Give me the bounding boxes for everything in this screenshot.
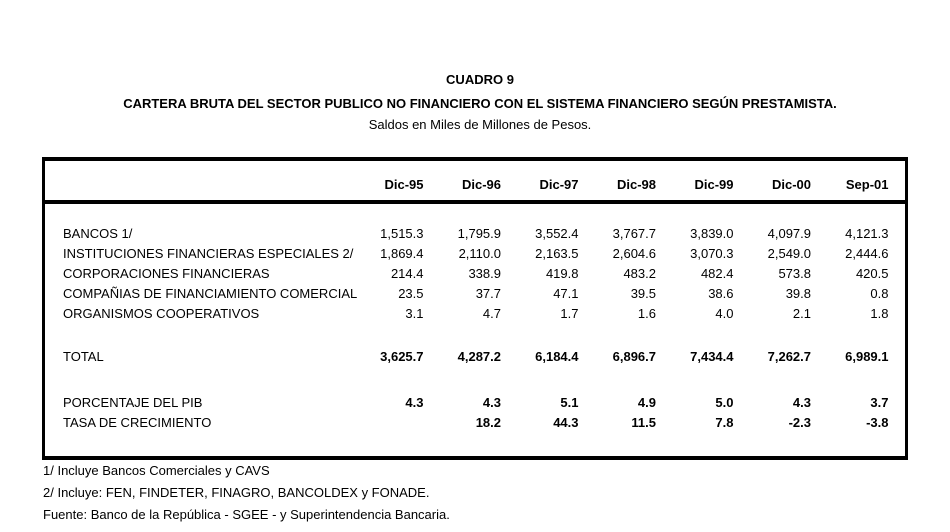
column-header: Sep-01 bbox=[845, 177, 889, 192]
cell-value: -2.3 bbox=[788, 415, 811, 430]
cell-value: 6,989.1 bbox=[845, 349, 889, 364]
cell-value: 0.8 bbox=[870, 286, 889, 301]
cell-value: 1,515.3 bbox=[380, 226, 424, 241]
cell-value: 2,444.6 bbox=[845, 246, 889, 261]
cell-value: 4,121.3 bbox=[845, 226, 889, 241]
cell-value: 214.4 bbox=[390, 266, 424, 281]
cell-value: 1.8 bbox=[870, 306, 889, 321]
row-label: COMPAÑIAS DE FINANCIAMIENTO COMERCIAL bbox=[63, 286, 358, 301]
cell-value: 47.1 bbox=[553, 286, 579, 301]
table-row: INSTITUCIONES FINANCIERAS ESPECIALES 2/1… bbox=[45, 244, 905, 264]
cell-value: 4.3 bbox=[792, 395, 811, 410]
cell-value: 6,184.4 bbox=[535, 349, 579, 364]
column-header: Dic-96 bbox=[461, 177, 501, 192]
column-header: Dic-99 bbox=[694, 177, 734, 192]
cell-value: 18.2 bbox=[475, 415, 501, 430]
table-row: TASA DE CRECIMIENTO 18.2 44.3 11.5 7.8 -2.3 -3… bbox=[45, 413, 905, 433]
cell-value: 5.0 bbox=[715, 395, 734, 410]
cell-value: 2.1 bbox=[792, 306, 811, 321]
column-header: Dic-97 bbox=[539, 177, 579, 192]
page-subtitle: Saldos en Miles de Millones de Pesos. bbox=[368, 117, 592, 132]
cell-value: 39.5 bbox=[630, 286, 656, 301]
cell-value: 1.7 bbox=[560, 306, 579, 321]
column-header: Dic-95 bbox=[384, 177, 424, 192]
cell-value: -3.8 bbox=[866, 415, 889, 430]
cell-value: 7,262.7 bbox=[767, 349, 811, 364]
cell-value: 3,625.7 bbox=[380, 349, 424, 364]
page-title: CARTERA BRUTA DEL SECTOR PUBLICO NO FINA… bbox=[123, 96, 837, 111]
cell-value: 3,070.3 bbox=[690, 246, 734, 261]
cell-value: 5.1 bbox=[560, 395, 579, 410]
row-label: TOTAL bbox=[63, 349, 104, 364]
footnote: 1/ Incluye Bancos Comerciales y CAVS bbox=[43, 463, 270, 478]
cell-value: 419.8 bbox=[545, 266, 579, 281]
table-section: PORCENTAJE DEL PIB 4.3 4.3 5.1 4.9 5.0 4.3 3.7 T… bbox=[45, 393, 905, 433]
table-header-row: Dic-95 Dic-96 Dic-97 Dic-98 Dic-99 Dic-00 Sep-… bbox=[45, 161, 905, 204]
table-row: BANCOS 1/1,515.3 1,795.9 3,552.4 3,767.7 3,8… bbox=[45, 224, 905, 244]
cell-value: 4.3 bbox=[405, 395, 424, 410]
footnote: Fuente: Banco de la República - SGEE - y… bbox=[43, 507, 450, 522]
cell-value: 2,604.6 bbox=[612, 246, 656, 261]
row-label: BANCOS 1/ bbox=[63, 226, 133, 241]
cell-value: 2,110.0 bbox=[458, 246, 501, 261]
cell-value: 44.3 bbox=[553, 415, 579, 430]
table-body: BANCOS 1/1,515.3 1,795.9 3,552.4 3,767.7 3,8… bbox=[45, 224, 905, 433]
cell-value: 11.5 bbox=[631, 415, 656, 430]
footnote: 2/ Incluye: FEN, FINDETER, FINAGRO, BANC… bbox=[43, 485, 430, 500]
table-section: TOTAL 3,625.7 4,287.2 6,184.4 6,896.7 7,434.4… bbox=[45, 347, 905, 367]
cell-value: 338.9 bbox=[468, 266, 501, 281]
cell-value: 6,896.7 bbox=[612, 349, 656, 364]
cell-value: 483.2 bbox=[623, 266, 656, 281]
data-table: Dic-95 Dic-96 Dic-97 Dic-98 Dic-99 Dic-00 Sep-… bbox=[42, 157, 908, 460]
row-label: INSTITUCIONES FINANCIERAS ESPECIALES 2/ bbox=[63, 246, 354, 261]
cell-value: 23.5 bbox=[398, 286, 424, 301]
table-row: COMPAÑIAS DE FINANCIAMIENTO COMERCIAL 23.… bbox=[45, 284, 905, 304]
row-label: PORCENTAJE DEL PIB bbox=[63, 395, 203, 410]
cell-value: 4.0 bbox=[715, 306, 734, 321]
cell-value: 1.6 bbox=[637, 306, 656, 321]
cell-value: 4.3 bbox=[482, 395, 501, 410]
table-row: CORPORACIONES FINANCIERAS 214.4 338.9 419.8… bbox=[45, 264, 905, 284]
table-row: PORCENTAJE DEL PIB 4.3 4.3 5.1 4.9 5.0 4.3 3.7 bbox=[45, 393, 905, 413]
cell-value: 3,839.0 bbox=[690, 226, 734, 241]
cell-value: 573.8 bbox=[778, 266, 811, 281]
table-row: TOTAL 3,625.7 4,287.2 6,184.4 6,896.7 7,434.4… bbox=[45, 347, 905, 367]
cell-value: 7,434.4 bbox=[690, 349, 734, 364]
footnotes: 1/ Incluye Bancos Comerciales y CAVS 2/ I… bbox=[43, 460, 450, 526]
column-header: Dic-98 bbox=[616, 177, 656, 192]
cell-value: 4,287.2 bbox=[457, 349, 501, 364]
cell-value: 482.4 bbox=[700, 266, 734, 281]
cell-value: 4,097.9 bbox=[767, 226, 811, 241]
column-header: Dic-00 bbox=[771, 177, 811, 192]
row-label: ORGANISMOS COOPERATIVOS bbox=[63, 306, 260, 321]
table-section: BANCOS 1/1,515.3 1,795.9 3,552.4 3,767.7 3,8… bbox=[45, 224, 905, 324]
row-label: TASA DE CRECIMIENTO bbox=[63, 415, 212, 430]
table-row: ORGANISMOS COOPERATIVOS 3.1 4.7 1.7 1.6 4.0 2.… bbox=[45, 304, 905, 324]
cell-value: 3.1 bbox=[405, 306, 424, 321]
cell-value: 4.9 bbox=[637, 395, 656, 410]
cell-value: 2,163.5 bbox=[535, 246, 579, 261]
row-label: CORPORACIONES FINANCIERAS bbox=[63, 266, 270, 281]
cell-value: 1,869.4 bbox=[380, 246, 424, 261]
cell-value: 1,795.9 bbox=[457, 226, 501, 241]
cell-value: 2,549.0 bbox=[767, 246, 811, 261]
cell-value bbox=[346, 413, 424, 433]
cell-value: 3,552.4 bbox=[535, 226, 579, 241]
cell-value: 38.6 bbox=[708, 286, 734, 301]
table-caption: CUADRO 9 bbox=[446, 72, 514, 87]
cell-value: 7.8 bbox=[715, 415, 734, 430]
cell-value: 420.5 bbox=[855, 266, 889, 281]
cell-value: 3,767.7 bbox=[612, 226, 656, 241]
cell-value: 39.8 bbox=[785, 286, 811, 301]
cell-value: 37.7 bbox=[475, 286, 501, 301]
cell-value: 4.7 bbox=[482, 306, 501, 321]
cell-value: 3.7 bbox=[870, 395, 889, 410]
